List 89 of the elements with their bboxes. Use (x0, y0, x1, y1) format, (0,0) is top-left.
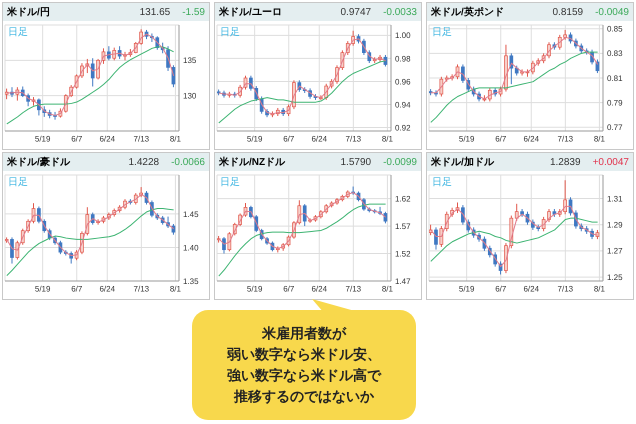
text: 1.4228 (128, 156, 160, 168)
text: 弱い数字なら米ドル安、 (227, 345, 381, 364)
chart-title: 米ドル/豪ドル (7, 156, 72, 169)
x-tick-label: 5/19 (34, 284, 51, 294)
text: -0.0099 (383, 156, 417, 168)
x-tick-label: 5/19 (458, 134, 475, 144)
x-tick-label: 6/24 (523, 284, 540, 294)
y-tick-label: 1.45 (183, 210, 200, 219)
x-tick-label: 7/13 (134, 134, 150, 144)
y-tick-label: 1.29 (607, 220, 624, 230)
chart-subtitle: 日足 (220, 176, 240, 189)
text: -1.59 (182, 6, 205, 18)
text: 米雇用者数が (262, 324, 346, 343)
candlestick (456, 64, 460, 80)
candlestick (222, 236, 226, 254)
x-tick-label: 5/19 (34, 134, 51, 144)
x-tick-label: 8/1 (382, 134, 394, 144)
chart-subtitle: 日足 (8, 26, 28, 39)
text: 0.8159 (552, 6, 584, 18)
candlestick (10, 236, 14, 264)
y-tick-label: 0.79 (607, 98, 624, 108)
text: 強い数字なら米ドル高で (227, 366, 381, 385)
chart-subtitle: 日足 (432, 176, 452, 189)
y-tick-label: 0.85 (607, 24, 624, 34)
x-tick-label: 6/7 (283, 134, 295, 144)
x-tick-label: 6/7 (495, 134, 507, 144)
y-tick-label: 130 (183, 92, 197, 101)
y-tick-label: 0.96 (395, 77, 412, 86)
x-tick-label: 6/24 (99, 284, 116, 294)
text: 1.2839 (550, 156, 581, 168)
chart-title: 米ドル/英ポンド (431, 6, 505, 19)
y-tick-label: 1.40 (183, 243, 200, 252)
text: 1.5790 (340, 156, 372, 168)
text: 131.65 (140, 6, 170, 18)
chart-title: 米ドル/NZドル (219, 156, 286, 169)
y-tick-label: 1.47 (395, 276, 412, 286)
x-tick-label: 7/13 (346, 284, 362, 294)
y-tick-label: 0.98 (395, 54, 412, 64)
text: -0.0033 (383, 6, 417, 18)
x-tick-label: 8/1 (170, 284, 182, 294)
y-tick-label: 0.94 (395, 100, 412, 110)
chart-subtitle: 日足 (220, 26, 240, 39)
x-tick-label: 6/24 (523, 134, 540, 144)
line-series (218, 192, 386, 250)
x-tick-label: 5/19 (458, 284, 475, 294)
x-tick-label: 5/19 (246, 134, 263, 144)
y-tick-label: 0.83 (607, 49, 624, 58)
text: 推移するのではないか (234, 387, 374, 406)
text: -0.0049 (595, 6, 629, 18)
x-tick-label: 7/13 (558, 134, 574, 144)
x-tick-label: 8/1 (170, 134, 182, 144)
x-tick-label: 6/7 (71, 134, 83, 144)
chart-title: 米ドル/円 (7, 6, 51, 19)
line-series (430, 52, 598, 123)
y-tick-label: 1.00 (395, 31, 412, 40)
y-tick-label: 1.25 (607, 272, 624, 282)
text: +0.0047 (592, 156, 629, 168)
x-tick-label: 6/7 (71, 284, 83, 294)
x-tick-label: 6/24 (311, 284, 328, 294)
text: -0.0066 (171, 156, 205, 168)
y-tick-label: 135 (183, 56, 197, 66)
y-tick-label: 1.35 (183, 276, 200, 286)
chart-title: 米ドル/ユーロ (219, 6, 283, 19)
x-tick-label: 8/1 (594, 134, 606, 144)
chart-subtitle: 日足 (8, 176, 28, 189)
candlestick (434, 226, 438, 250)
y-tick-label: 1.27 (607, 246, 624, 256)
x-tick-label: 6/7 (495, 284, 507, 294)
x-tick-label: 6/24 (99, 134, 116, 144)
x-tick-label: 8/1 (382, 284, 394, 294)
y-tick-label: 1.52 (395, 249, 412, 258)
x-tick-label: 8/1 (594, 284, 606, 294)
text: 0.9747 (340, 6, 372, 18)
x-tick-label: 7/13 (558, 284, 574, 294)
x-tick-label: 5/19 (246, 284, 263, 294)
y-tick-label: 1.31 (607, 194, 624, 204)
y-tick-label: 0.92 (395, 123, 412, 132)
y-tick-label: 1.62 (395, 194, 412, 204)
x-tick-label: 6/24 (311, 134, 328, 144)
y-tick-label: 0.77 (607, 123, 624, 132)
line-series (218, 204, 386, 277)
y-tick-label: 0.81 (607, 74, 624, 83)
chart-subtitle: 日足 (432, 26, 452, 39)
x-tick-label: 7/13 (134, 284, 150, 294)
x-tick-label: 7/13 (346, 134, 362, 144)
y-tick-label: 1.57 (395, 222, 412, 231)
candlestick (596, 59, 600, 74)
x-tick-label: 6/7 (283, 284, 295, 294)
chart-title: 米ドル/加ドル (431, 156, 496, 169)
